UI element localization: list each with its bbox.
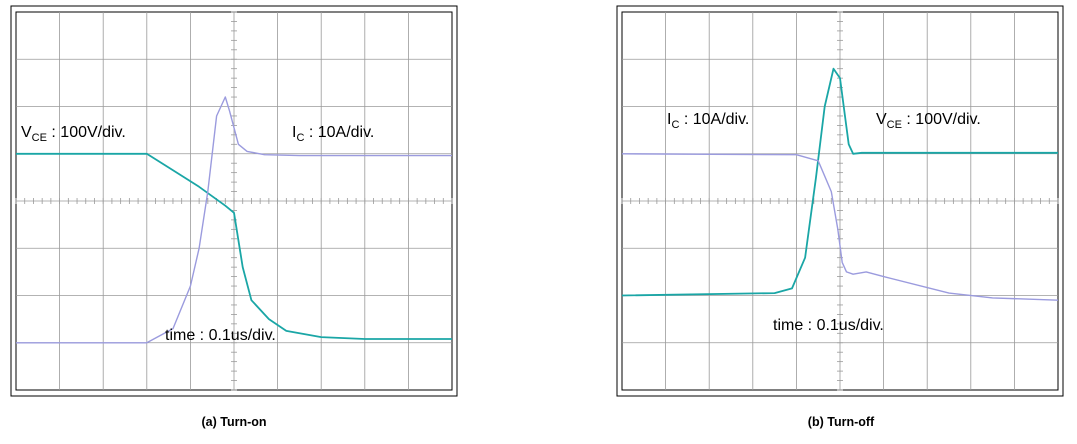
panel-a-vce-label: VCE : 100V/div.	[21, 124, 126, 144]
trace-ic	[16, 96, 452, 344]
panel-b-time-label: time : 0.1us/div.	[773, 317, 884, 334]
trace-ic	[621, 153, 1059, 301]
trace-vce	[16, 152, 452, 340]
panel-b-caption: (b) Turn-off	[808, 415, 875, 429]
panel-b-outer-frame	[616, 5, 1064, 397]
panel-a-ic-label: IC : 10A/div.	[292, 124, 374, 144]
panel-a-traces	[16, 96, 452, 344]
panel-turn-off: IC : 10A/div. VCE : 100V/div. time : 0.1…	[616, 5, 1064, 429]
panel-b-ic-label: IC : 10A/div.	[667, 111, 749, 131]
panel-b-grid	[621, 11, 1059, 391]
panel-b-vce-label: VCE : 100V/div.	[876, 111, 981, 131]
panel-a-caption: (a) Turn-on	[201, 415, 266, 429]
panel-turn-on: VCE : 100V/div. IC : 10A/div. time : 0.1…	[10, 5, 458, 429]
panel-b-traces	[621, 67, 1059, 301]
panel-a-time-label: time : 0.1us/div.	[165, 327, 276, 344]
trace-vce	[621, 67, 1058, 297]
panel-a-outer-frame	[10, 5, 458, 397]
